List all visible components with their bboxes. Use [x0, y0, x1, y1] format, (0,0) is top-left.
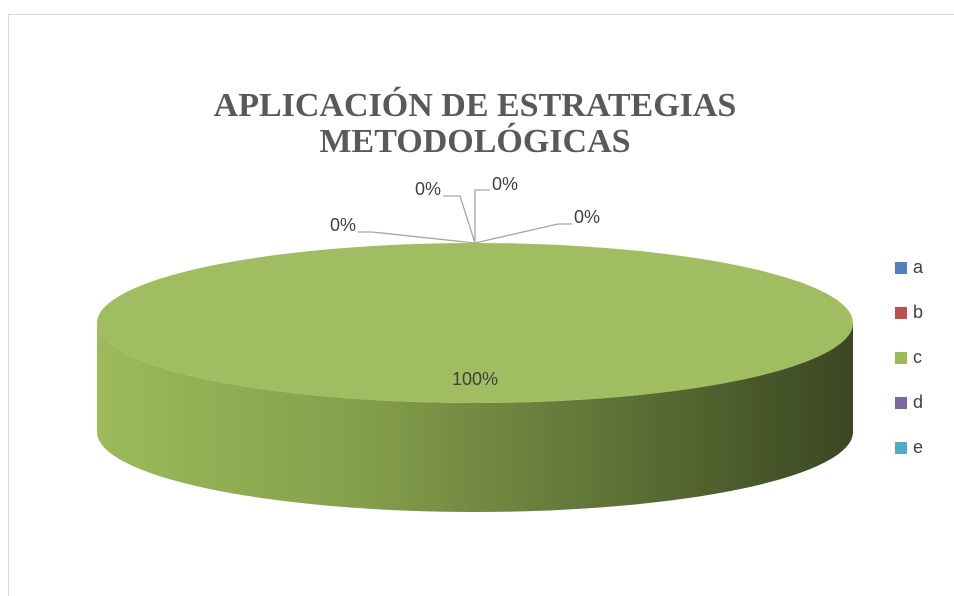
leader-line: [474, 189, 490, 243]
legend-swatch: [895, 442, 907, 454]
legend-swatch: [895, 262, 907, 274]
chart-frame: [8, 14, 954, 596]
legend-label: b: [913, 302, 923, 322]
chart-title: APLICACIÓN DE ESTRATEGIAS METODOLÓGICAS: [213, 87, 737, 160]
pie-slice-side-shade: [97, 323, 853, 512]
leader-line: [474, 223, 572, 244]
data-label: 0%: [330, 215, 356, 235]
data-label: 0%: [492, 174, 518, 194]
legend-label: a: [913, 257, 924, 277]
data-label: 0%: [415, 179, 441, 199]
data-label: 100%: [452, 369, 498, 389]
legend-label: c: [913, 347, 922, 367]
legend-swatch: [895, 307, 907, 319]
legend-label: d: [913, 392, 923, 412]
leader-line: [358, 231, 476, 244]
legend-label: e: [913, 437, 923, 457]
legend-swatch: [895, 352, 907, 364]
leader-line: [443, 195, 476, 244]
data-label: 0%: [574, 207, 600, 227]
pie-slice: [97, 243, 853, 403]
legend-swatch: [895, 397, 907, 409]
